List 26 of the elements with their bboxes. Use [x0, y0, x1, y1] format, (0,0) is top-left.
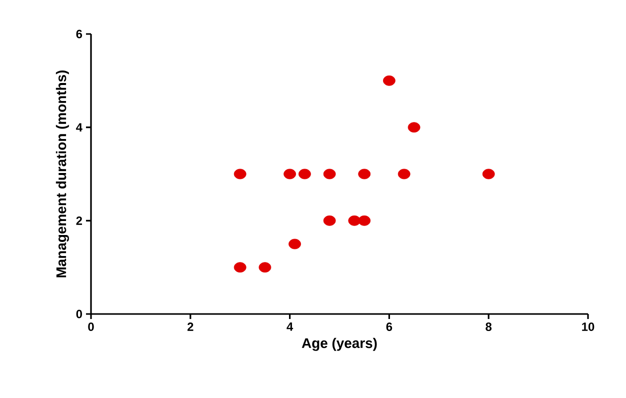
point — [234, 168, 246, 180]
x-axis-title: Age (years) — [302, 338, 377, 351]
point — [298, 168, 311, 180]
y-tick-label: 0 — [76, 310, 82, 318]
y-tick-label: 4 — [76, 123, 82, 132]
y-tick-label: 6 — [76, 30, 82, 38]
point — [323, 215, 336, 226]
point — [358, 168, 371, 180]
point — [258, 262, 272, 273]
x-tick-label: 4 — [286, 322, 294, 331]
x-tick-label: 6 — [386, 322, 392, 331]
y-axis-title: Management duration (months) — [56, 70, 69, 278]
x-tick-label: 0 — [88, 322, 94, 331]
point — [398, 168, 410, 180]
point — [383, 75, 396, 86]
point — [358, 215, 371, 226]
point — [234, 262, 246, 273]
point — [288, 238, 301, 250]
point — [482, 168, 495, 180]
point — [323, 168, 336, 180]
point — [408, 122, 420, 133]
x-tick-label: 2 — [188, 322, 194, 331]
point — [284, 168, 296, 180]
y-tick-label: 2 — [76, 216, 82, 225]
x-tick-label: 10 — [582, 322, 594, 331]
x-tick-label: 8 — [486, 322, 492, 331]
